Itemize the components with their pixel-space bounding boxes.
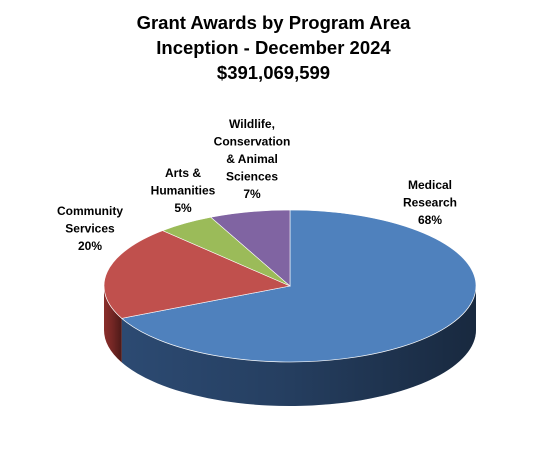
chart-total: $391,069,599 [216,62,331,83]
pie-side-shade-1 [104,286,122,363]
pie-slices [103,209,477,363]
pie-sides [104,286,476,406]
chart-title: Grant Awards by Program Area [136,12,411,33]
pie-label-3: Wildlife, Conservation & Animal Sciences 7% [214,117,291,201]
pie-label-2: Arts & Humanities 5% [151,166,216,215]
pie-slice-3 [210,209,291,287]
chart-title-block: Grant Awards by Program Area Inception -… [0,10,547,85]
pie-label-1: Community Services 20% [57,204,123,253]
pie-slice-1 [103,230,292,319]
chart-subtitle: Inception - December 2024 [156,37,391,58]
pie-labels: Medical Research 68% Community Services 20% Ar… [57,117,457,253]
pie-side-shade-0 [121,286,476,406]
pie-rim [103,285,477,363]
pie-slice-0 [121,209,477,363]
pie-label-0: Medical Research 68% [403,178,457,227]
